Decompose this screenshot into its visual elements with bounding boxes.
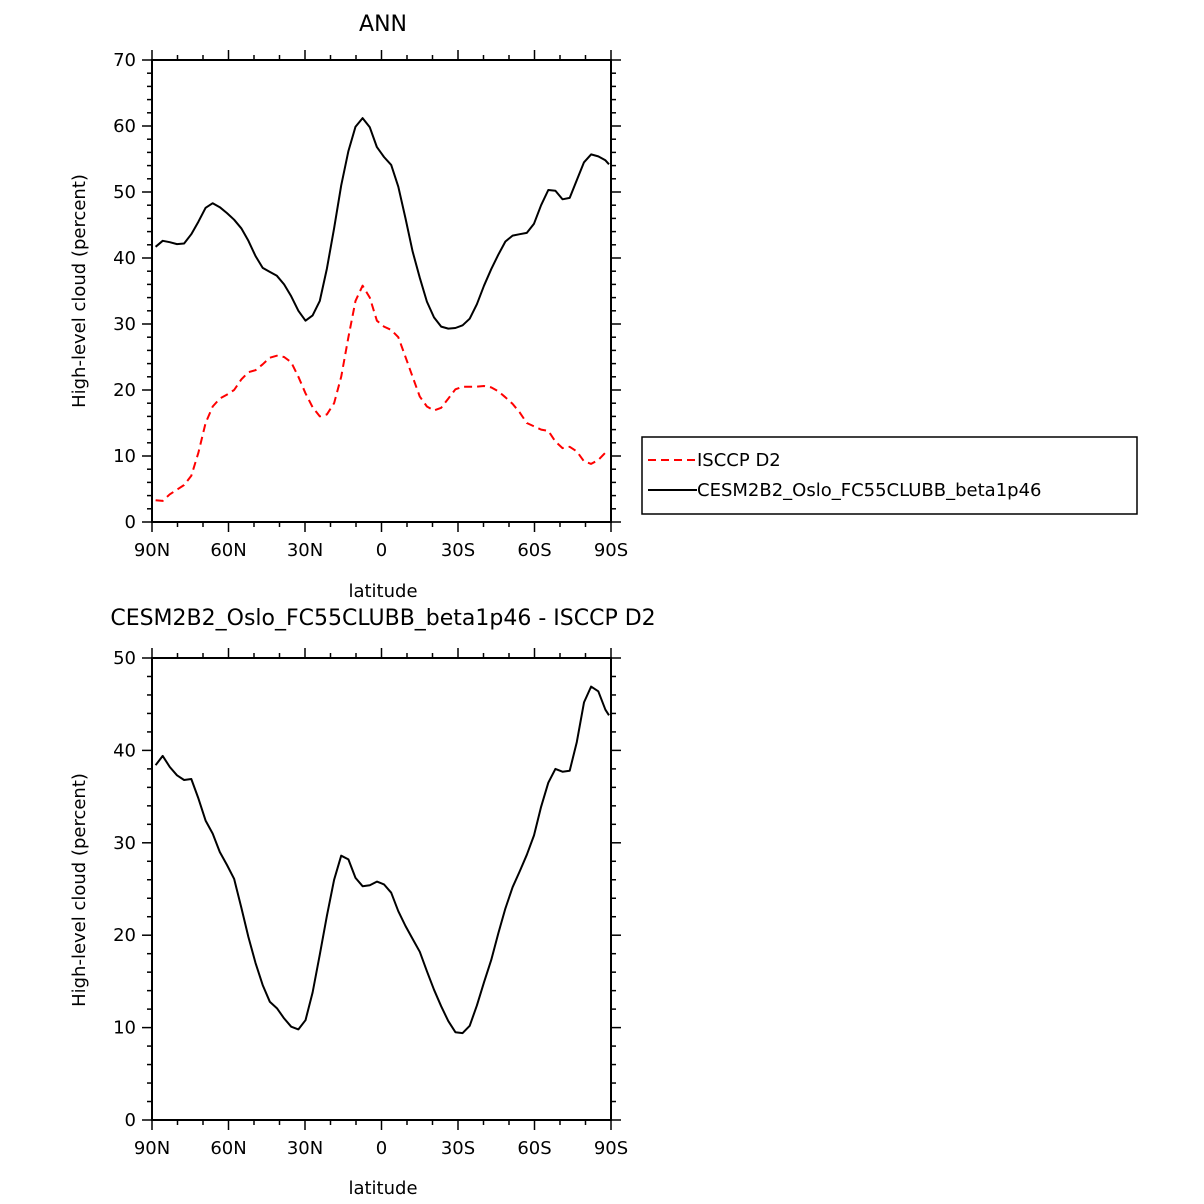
bottom-chart-title: CESM2B2_Oslo_FC55CLUBB_beta1p46 - ISCCP … (110, 606, 655, 631)
top-y-tick-label: 40 (113, 248, 136, 269)
top-x-tick-label: 60S (517, 540, 551, 561)
bottom-y-tick-label: 0 (125, 1110, 136, 1131)
bottom-panel: CESM2B2_Oslo_FC55CLUBB_beta1p46 - ISCCP … (69, 606, 656, 1199)
top-x-tick-label: 30S (441, 540, 475, 561)
top-y-tick-label: 60 (113, 116, 136, 137)
top-y-axis-label: High-level cloud (percent) (69, 174, 90, 408)
legend-box (641, 436, 1138, 515)
top-series-line-1 (154, 117, 610, 330)
bottom-series-group (154, 685, 610, 1035)
top-x-axis-label: latitude (348, 581, 417, 602)
top-y-tick-labels: 0 10 20 30 40 50 60 70 (113, 50, 136, 533)
bottom-series-line-0 (154, 685, 610, 1035)
bottom-x-tick-label: 90S (594, 1138, 628, 1159)
bottom-x-tick-label: 60S (517, 1138, 551, 1159)
bottom-x-tick-label: 0 (376, 1138, 387, 1159)
top-x-tick-label: 0 (376, 540, 387, 561)
top-series-line-0 (155, 284, 610, 502)
top-x-tick-label: 90S (594, 540, 628, 561)
top-y-tick-label: 50 (113, 182, 136, 203)
bottom-plot-frame (151, 657, 612, 1121)
bottom-x-tick-label: 90N (134, 1138, 170, 1159)
legend-label-cesm: CESM2B2_Oslo_FC55CLUBB_beta1p46 (697, 480, 1041, 501)
top-series-group (154, 117, 610, 502)
bottom-y-tick-labels: 0 10 20 30 40 50 (113, 648, 136, 1131)
top-x-tick-label: 90N (134, 540, 170, 561)
top-panel: ANN High-level cloud (percent) latitude … (69, 12, 628, 602)
top-chart-title: ANN (359, 12, 407, 37)
bottom-x-tick-labels: 90N 60N 30N 0 30S 60S 90S (134, 1138, 628, 1159)
top-x-tick-labels: 90N 60N 30N 0 30S 60S 90S (134, 540, 628, 561)
bottom-y-tick-label: 30 (113, 833, 136, 854)
bottom-y-tick-label: 50 (113, 648, 136, 669)
bottom-y-tick-label: 20 (113, 925, 136, 946)
top-y-tick-label: 0 (125, 512, 136, 533)
top-y-tick-label: 10 (113, 446, 136, 467)
bottom-y-tick-label: 10 (113, 1018, 136, 1039)
top-y-tick-label: 20 (113, 380, 136, 401)
top-x-tick-label: 60N (210, 540, 246, 561)
bottom-y-tick-label: 40 (113, 740, 136, 761)
legend: ISCCP D2 CESM2B2_Oslo_FC55CLUBB_beta1p46 (641, 436, 1138, 515)
bottom-x-tick-label: 30N (287, 1138, 323, 1159)
top-y-tick-label: 70 (113, 50, 136, 71)
top-x-tick-label: 30N (287, 540, 323, 561)
top-y-tick-label: 30 (113, 314, 136, 335)
top-axis-ticks (142, 50, 621, 532)
legend-label-isccp: ISCCP D2 (697, 450, 781, 471)
bottom-axis-ticks (142, 648, 621, 1130)
top-plot-frame (151, 59, 612, 523)
bottom-x-tick-label: 60N (210, 1138, 246, 1159)
bottom-x-axis-label: latitude (348, 1178, 417, 1199)
bottom-y-axis-label: High-level cloud (percent) (69, 773, 90, 1007)
bottom-x-tick-label: 30S (441, 1138, 475, 1159)
